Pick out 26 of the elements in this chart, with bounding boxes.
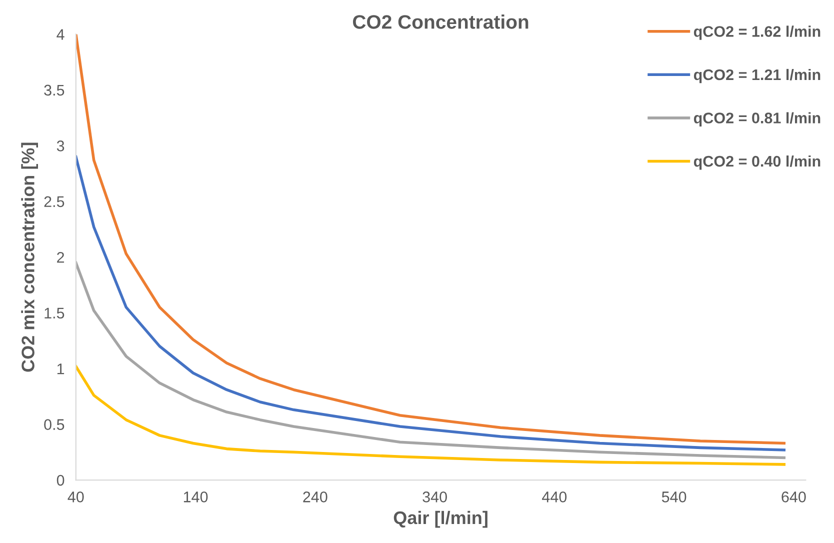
y-tick-label: 3.5: [44, 84, 64, 96]
line-series: [76, 155, 786, 452]
x-tick-label: 540: [662, 492, 686, 502]
y-tick-label: 1.5: [44, 308, 64, 319]
x-tick-label: 340: [422, 492, 447, 502]
line-series: [76, 261, 786, 460]
x-tick-label: 40: [68, 492, 84, 502]
y-tick-label: 2: [57, 252, 64, 263]
chart-title: CO2 Concentration: [352, 14, 528, 29]
x-tick-label: 440: [542, 492, 567, 502]
x-tick-label: 640: [782, 492, 806, 502]
x-tick-label: 140: [184, 492, 208, 502]
y-tick-label: 3: [56, 140, 64, 152]
x-tick-label: 240: [303, 492, 328, 502]
legend-label: qCO2 = 0.40 l/min: [694, 155, 820, 170]
y-tick-label: 1: [57, 364, 64, 374]
legend-label: qCO2 = 1.62 l/min: [694, 26, 820, 40]
y-tick-label: 2.5: [44, 196, 64, 208]
y-axis-title: CO2 mix concentration [%]: [21, 142, 38, 372]
y-tick-label: 0.5: [44, 419, 64, 430]
y-tick-label: 4: [56, 29, 64, 40]
legend-label: qCO2 = 0.81 l/min: [694, 112, 820, 126]
x-axis-title: Qair [l/min]: [394, 510, 488, 528]
line-series: [76, 364, 786, 466]
y-tick-label: 0: [56, 474, 64, 486]
legend-label: qCO2 = 1.21 l/min: [694, 68, 820, 84]
